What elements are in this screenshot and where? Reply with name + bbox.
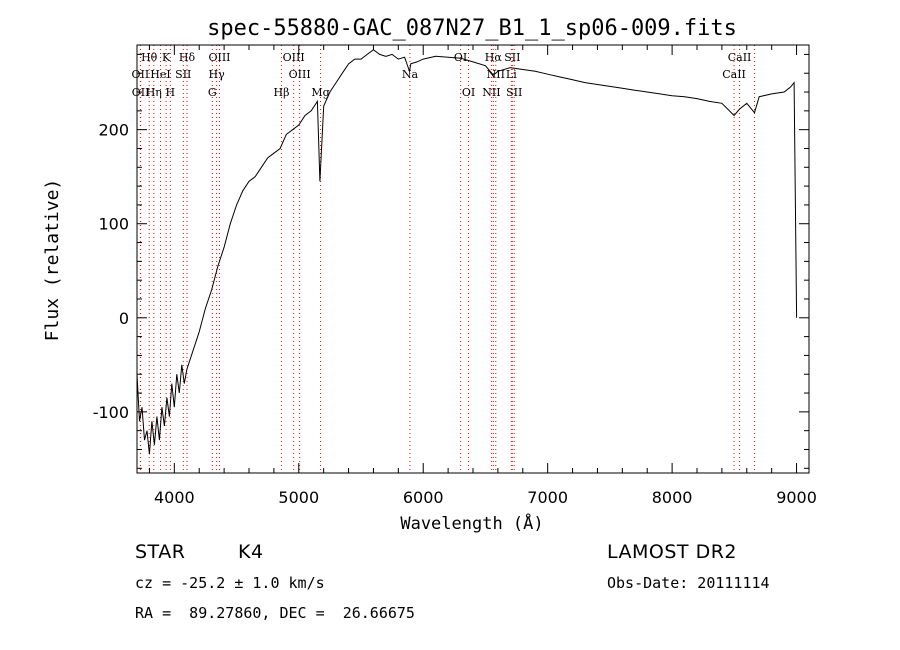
marker-label: Hη xyxy=(146,86,162,99)
x-tick-label: 7000 xyxy=(527,488,568,507)
x-tick-label: 4000 xyxy=(154,488,195,507)
y-axis-ticks: -100 0 100 200 xyxy=(93,53,809,469)
x-tick-label: 5000 xyxy=(278,488,319,507)
marker-label: OII xyxy=(132,68,150,81)
marker-label: K xyxy=(162,51,171,64)
marker-label: H xyxy=(166,86,176,99)
redshift-text: cz = -25.2 ± 1.0 km/s xyxy=(135,574,325,592)
marker-label: SII xyxy=(504,51,520,64)
marker-label: Mg xyxy=(311,86,329,99)
x-tick-label: 9000 xyxy=(776,488,817,507)
chart-title: spec-55880-GAC_087N27_B1_1_sp06-009.fits xyxy=(207,16,737,41)
plot-frame xyxy=(136,44,810,474)
marker-label: CaII xyxy=(722,68,746,81)
marker-label: OIII xyxy=(208,51,230,64)
line-markers xyxy=(139,45,755,473)
x-axis-label: Wavelength (Å) xyxy=(400,512,543,534)
marker-label: SII xyxy=(506,86,522,99)
object-subclass: K4 xyxy=(238,541,264,563)
coordinates-text: RA = 89.27860, DEC = 26.66675 xyxy=(135,604,415,622)
spectrum-line xyxy=(136,49,798,455)
marker-label: Li xyxy=(506,68,517,81)
marker-label: NII xyxy=(482,86,500,99)
x-axis-ticks: 4000 5000 6000 7000 8000 9000 xyxy=(148,45,817,507)
survey-name: LAMOST DR2 xyxy=(607,541,737,563)
marker-label: NII xyxy=(487,68,505,81)
marker-label: Hα xyxy=(485,51,503,64)
object-class: STAR xyxy=(135,541,186,563)
marker-label: OI xyxy=(462,86,475,99)
marker-label: Hβ xyxy=(274,86,290,99)
obs-date-text: Obs-Date: 20111114 xyxy=(607,574,770,592)
marker-label: Hδ xyxy=(179,51,196,64)
marker-label: OI xyxy=(454,51,467,64)
marker-label: CaII xyxy=(728,51,752,64)
marker-label: Hγ xyxy=(209,68,226,81)
marker-label: OIII xyxy=(289,68,311,81)
x-tick-label: 8000 xyxy=(652,488,693,507)
y-tick-label: 200 xyxy=(98,121,129,140)
marker-label: Hθ xyxy=(141,51,158,64)
y-tick-label: -100 xyxy=(93,403,129,422)
x-tick-label: 6000 xyxy=(403,488,444,507)
marker-label: HeI xyxy=(150,68,170,81)
marker-label: OIII xyxy=(283,51,305,64)
y-tick-label: 0 xyxy=(119,309,129,328)
marker-label: G xyxy=(208,86,217,99)
marker-label: CaII xyxy=(743,0,767,3)
marker-label: Na xyxy=(402,68,419,81)
y-tick-label: 100 xyxy=(98,215,129,234)
marker-label: SII xyxy=(175,68,191,81)
y-axis-label: Flux (relative) xyxy=(42,179,63,342)
